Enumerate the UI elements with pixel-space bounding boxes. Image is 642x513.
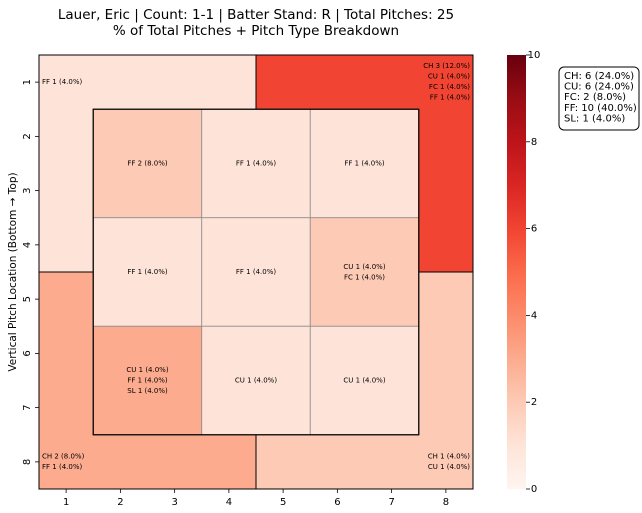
zone-8 [201, 325, 311, 436]
legend-box [558, 66, 640, 131]
pitch-summary-line: CH: 6 (24.0%) [564, 71, 634, 82]
zone-4-label: FF 1 (4.0%) [127, 268, 167, 276]
zone-3 [309, 108, 420, 219]
zone-2-label: FF 1 (4.0%) [236, 160, 276, 168]
y-tick-label: 3 [22, 187, 33, 193]
chart-title-line-2: % of Total Pitches + Pitch Type Breakdow… [113, 23, 399, 39]
y-tick-label: 5 [22, 296, 33, 302]
colorbar-tick-label: 0 [531, 484, 537, 495]
strike-zone-cells [92, 108, 420, 436]
outer-bottom-right-label: CU 1 (4.0%) [428, 463, 470, 471]
pitch-summary-line: SL: 1 (4.0%) [564, 113, 625, 124]
zone-6 [309, 217, 420, 327]
x-tick-label: 1 [63, 497, 69, 508]
zone-6-label: FC 1 (4.0%) [344, 273, 385, 281]
x-tick-label: 4 [226, 497, 232, 508]
y-tick-label: 1 [22, 79, 33, 85]
pitch-summary-line: FF: 10 (40.0%) [564, 103, 637, 114]
x-tick-label: 2 [117, 497, 123, 508]
y-axis-ticks: 1 2 3 4 5 6 7 8 [22, 79, 39, 465]
x-tick-label: 5 [280, 497, 286, 508]
chart-title-line-1: Lauer, Eric | Count: 1-1 | Batter Stand:… [58, 7, 454, 23]
pitch-summary-line: CU: 6 (24.0%) [564, 82, 634, 93]
colorbar-tick-label: 10 [528, 50, 541, 61]
pitch-summary-legend: CH: 6 (24.0%)CU: 6 (24.0%)FC: 2 (8.0%)FF… [558, 66, 640, 131]
zone-7 [92, 325, 203, 436]
colorbar [507, 55, 526, 489]
strike-zone-border [92, 108, 420, 436]
y-tick-label: 2 [22, 133, 33, 139]
outer-top-right-label: CH 3 (12.0%) [423, 62, 470, 70]
outer-top-left-label: FF 1 (4.0%) [42, 78, 82, 86]
outer-top-right-label: CU 1 (4.0%) [428, 73, 470, 81]
x-tick-label: 3 [171, 497, 177, 508]
colorbar-tick-label: 6 [531, 224, 537, 235]
outer-top-right-label: FF 1 (4.0%) [430, 94, 470, 102]
colorbar-ticks: 0 2 4 6 8 10 [526, 50, 540, 495]
plot-frame [38, 54, 474, 490]
zone-3-label: FF 1 (4.0%) [344, 160, 384, 168]
zone-2 [201, 108, 311, 219]
outer-top-right-label: FC 1 (4.0%) [429, 83, 470, 91]
zone-8-label: CU 1 (4.0%) [235, 377, 277, 385]
y-axis-label: Vertical Pitch Location (Bottom → Top) [7, 172, 19, 371]
cell-labels: FF 1 (4.0%) CH 3 (12.0%) CU 1 (4.0%) FC 1 (… [42, 62, 470, 471]
outer-bottom-right-label: CH 1 (4.0%) [428, 453, 471, 461]
x-tick-label: 8 [443, 497, 449, 508]
zone-5-label: FF 1 (4.0%) [236, 268, 276, 276]
colorbar-tick-label: 2 [531, 397, 537, 408]
y-tick-label: 8 [22, 459, 33, 465]
x-tick-label: 6 [334, 497, 340, 508]
y-tick-label: 7 [22, 404, 33, 410]
zone-7-label: CU 1 (4.0%) [126, 366, 168, 374]
outer-bottom-left-label: CH 2 (8.0%) [42, 453, 85, 461]
y-tick-label: 6 [22, 350, 33, 356]
pitch-summary-line: FC: 2 (8.0%) [564, 92, 626, 103]
outer-bottom-left-label: FF 1 (4.0%) [42, 463, 82, 471]
colorbar-tick-label: 4 [531, 310, 537, 321]
colorbar-tick-label: 8 [531, 137, 537, 148]
x-axis-ticks: 1 2 3 4 5 6 7 8 [63, 489, 449, 508]
zone-1-label: FF 2 (8.0%) [127, 160, 167, 168]
x-tick-label: 7 [388, 497, 394, 508]
zone-6-label: CU 1 (4.0%) [343, 263, 385, 271]
y-tick-label: 4 [22, 242, 33, 248]
zone-7-label: FF 1 (4.0%) [127, 377, 167, 385]
zone-9-label: CU 1 (4.0%) [343, 377, 385, 385]
zone-7-label: SL 1 (4.0%) [127, 387, 168, 395]
